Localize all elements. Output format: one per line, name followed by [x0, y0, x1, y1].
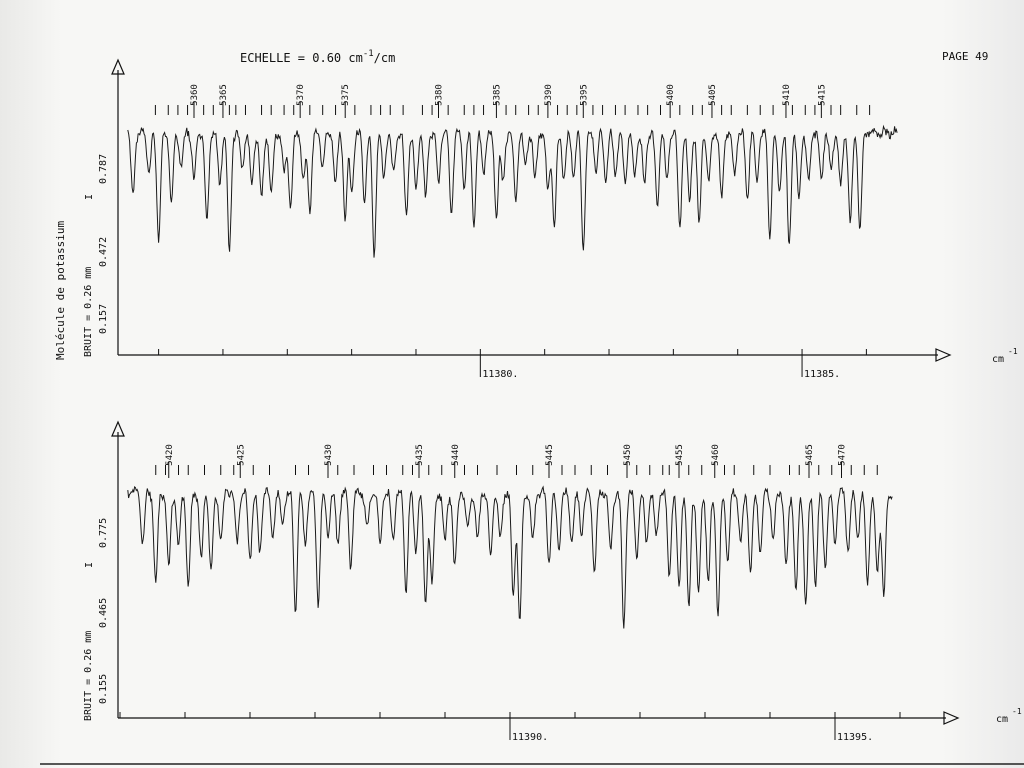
- line-number-label: 5385: [492, 84, 502, 106]
- line-number-label: 5465: [805, 444, 815, 466]
- line-number-label: 5450: [623, 444, 633, 466]
- spectrum-panel-1: 11380. 11385. cm -1 0.157 0.472 0.787 BRUIT = 0…: [83, 58, 1018, 380]
- line-number-label: 5370: [296, 84, 306, 106]
- spectrum-panel-2: 11390. 11395. cm -1 0.155 0.465 0.775 BRUIT = 0…: [83, 420, 1022, 743]
- x-tick-label: 11385.: [804, 369, 840, 380]
- x-tick-label: 11380.: [482, 369, 518, 380]
- line-number-label: 5455: [675, 444, 685, 466]
- line-number-label: 5410: [782, 84, 792, 106]
- line-number-label: 5390: [544, 84, 554, 106]
- line-number-label: 5405: [708, 84, 718, 106]
- line-number-label: 5380: [435, 84, 445, 106]
- line-number-label: 5430: [324, 444, 334, 466]
- y-tick-label: 0.787: [98, 154, 109, 184]
- y-tick-label: 0.465: [98, 598, 109, 628]
- spectrum-trace: [127, 124, 898, 258]
- line-number-label: 5445: [545, 444, 555, 466]
- y-tick-label: 0.472: [98, 237, 109, 267]
- x-tick-label: 11395.: [837, 732, 873, 743]
- noise-label: BRUIT = 0.26 mm: [83, 267, 94, 357]
- x-axis-arrow: [943, 711, 960, 725]
- line-number-label: 5425: [236, 444, 246, 466]
- x-axis-unit: cm: [996, 714, 1008, 725]
- scale-label: ECHELLE = 0.60 cm-1/cm: [240, 49, 395, 65]
- x-axis-unit: cm: [992, 354, 1004, 365]
- line-number-label: 5470: [838, 444, 848, 466]
- line-number-label: 5440: [451, 444, 461, 466]
- line-number-label: 5395: [579, 84, 589, 106]
- line-number-label: 5435: [415, 444, 425, 466]
- y-axis-label: I: [84, 562, 95, 568]
- page-number: PAGE 49: [942, 50, 988, 63]
- line-number-label: 5365: [219, 84, 229, 106]
- line-number-label: 5420: [165, 444, 175, 466]
- x-axis-unit-sup: -1: [1008, 347, 1018, 356]
- x-axis-unit-sup: -1: [1012, 707, 1022, 716]
- line-number-label: 5375: [341, 84, 351, 106]
- y-axis-label: I: [84, 194, 95, 200]
- y-tick-label: 0.775: [98, 518, 109, 548]
- side-note: Molécule de potassium: [54, 221, 67, 360]
- noise-label: BRUIT = 0.26 mm: [83, 631, 94, 721]
- y-axis-arrow: [111, 58, 125, 75]
- y-axis-arrow: [111, 420, 125, 437]
- line-number-label: 5360: [190, 84, 200, 106]
- line-number-label: 5400: [666, 84, 676, 106]
- y-tick-label: 0.155: [98, 674, 109, 704]
- spectrum-trace: [127, 485, 893, 629]
- x-axis-arrow: [935, 348, 952, 362]
- y-tick-label: 0.157: [98, 304, 109, 334]
- line-number-label: 5460: [711, 444, 721, 466]
- x-tick-label: 11390.: [512, 732, 548, 743]
- line-number-label: 5415: [817, 84, 827, 106]
